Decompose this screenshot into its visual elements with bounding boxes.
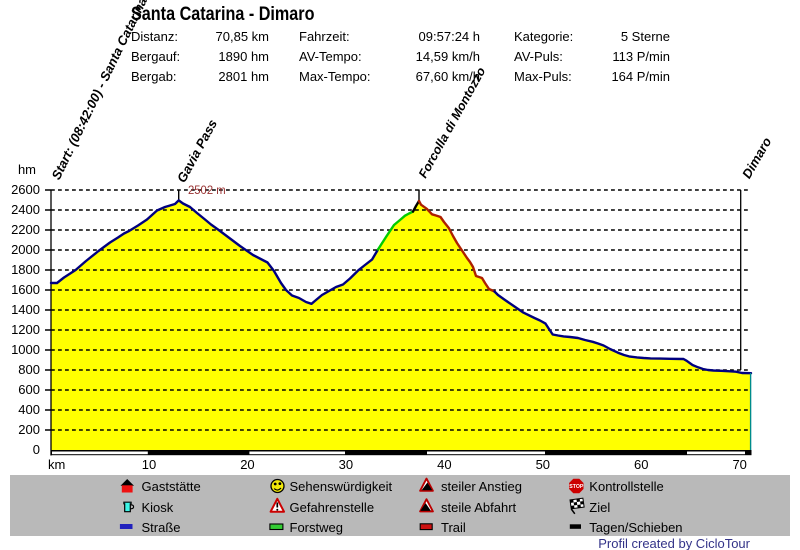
svg-text:STOP: STOP: [569, 484, 584, 490]
